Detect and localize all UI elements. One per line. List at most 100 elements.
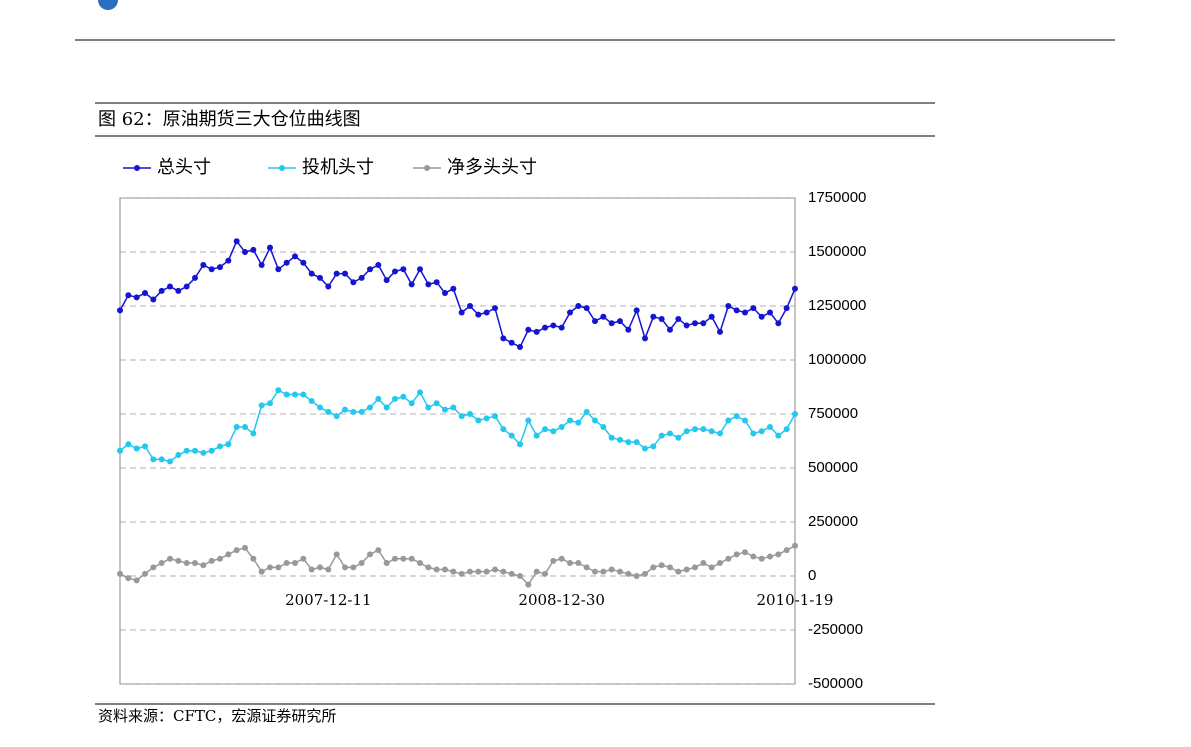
data-point (208, 447, 215, 454)
data-point (183, 283, 190, 290)
data-point (608, 434, 615, 441)
data-point (367, 551, 373, 558)
data-point (533, 328, 540, 335)
data-point (550, 322, 557, 329)
data-point (158, 560, 165, 567)
data-point (767, 309, 773, 316)
y-tick-label: 1750000 (808, 189, 866, 206)
data-point (475, 568, 482, 575)
data-point (783, 547, 790, 554)
data-point (167, 283, 173, 290)
data-point (417, 560, 423, 567)
data-point (758, 555, 765, 562)
data-point (125, 292, 132, 299)
data-point (508, 339, 515, 346)
data-point (300, 259, 307, 266)
data-point (383, 404, 390, 411)
data-point (125, 575, 132, 582)
data-point (742, 309, 748, 316)
data-point (667, 564, 673, 571)
data-point (458, 309, 465, 316)
data-point (792, 542, 798, 549)
data-point (292, 391, 298, 398)
data-point (733, 413, 740, 420)
data-point (433, 400, 440, 407)
data-point (492, 566, 498, 573)
data-point (558, 423, 565, 430)
legend-marker (279, 165, 285, 171)
data-point (675, 434, 682, 441)
series-line (119, 545, 796, 586)
data-point (558, 555, 565, 562)
data-point (150, 564, 157, 571)
y-tick-label: -250000 (808, 621, 863, 638)
data-point (475, 417, 482, 424)
data-point (583, 305, 590, 312)
data-point (750, 430, 757, 437)
data-point (617, 568, 623, 575)
data-point (117, 447, 123, 454)
data-point (692, 320, 698, 327)
data-point (325, 283, 332, 290)
legend-label: 总头寸 (157, 157, 211, 178)
data-point (525, 581, 532, 588)
data-point (383, 277, 390, 284)
data-point (342, 406, 348, 413)
data-point (250, 430, 257, 437)
data-point (183, 447, 190, 454)
data-point (283, 259, 290, 266)
data-point (600, 568, 607, 575)
data-point (683, 322, 690, 329)
y-tick-label: 500000 (808, 459, 858, 476)
data-point (233, 547, 240, 554)
data-point (775, 320, 782, 327)
data-point (392, 555, 398, 562)
data-point (500, 335, 507, 342)
plot-frame (119, 197, 796, 685)
data-point (367, 404, 373, 411)
data-point (133, 577, 140, 584)
data-point (175, 287, 182, 294)
data-point (500, 568, 507, 575)
data-point (733, 551, 740, 558)
data-point (317, 274, 323, 281)
data-point (683, 428, 690, 435)
data-point (542, 426, 548, 433)
data-point (417, 389, 423, 396)
data-point (250, 246, 257, 253)
data-point (133, 294, 140, 301)
data-point (633, 439, 640, 446)
data-point (708, 564, 715, 571)
data-point (358, 274, 365, 281)
data-point (583, 564, 590, 571)
data-point (458, 413, 465, 420)
data-point (358, 408, 365, 415)
data-point (433, 566, 440, 573)
data-point (450, 285, 457, 292)
data-point (158, 287, 165, 294)
data-point (150, 456, 157, 463)
data-point (242, 544, 248, 551)
data-point (375, 261, 382, 268)
data-point (225, 551, 232, 558)
data-point (275, 564, 282, 571)
data-point (550, 557, 557, 564)
data-point (208, 266, 215, 273)
data-point (450, 568, 457, 575)
data-point (292, 253, 298, 260)
x-tick-label: 2007-12-11 (285, 591, 371, 609)
data-point (208, 557, 215, 564)
data-point (758, 313, 765, 320)
y-tick-label: 250000 (808, 513, 858, 530)
y-tick-label: 1000000 (808, 351, 866, 368)
data-point (117, 307, 123, 314)
data-point (225, 441, 232, 448)
data-point (517, 441, 523, 448)
data-point (325, 566, 332, 573)
data-point (517, 344, 523, 351)
legend-marker (424, 165, 430, 171)
data-point (533, 432, 540, 439)
data-point (700, 426, 707, 433)
data-point (425, 281, 432, 288)
